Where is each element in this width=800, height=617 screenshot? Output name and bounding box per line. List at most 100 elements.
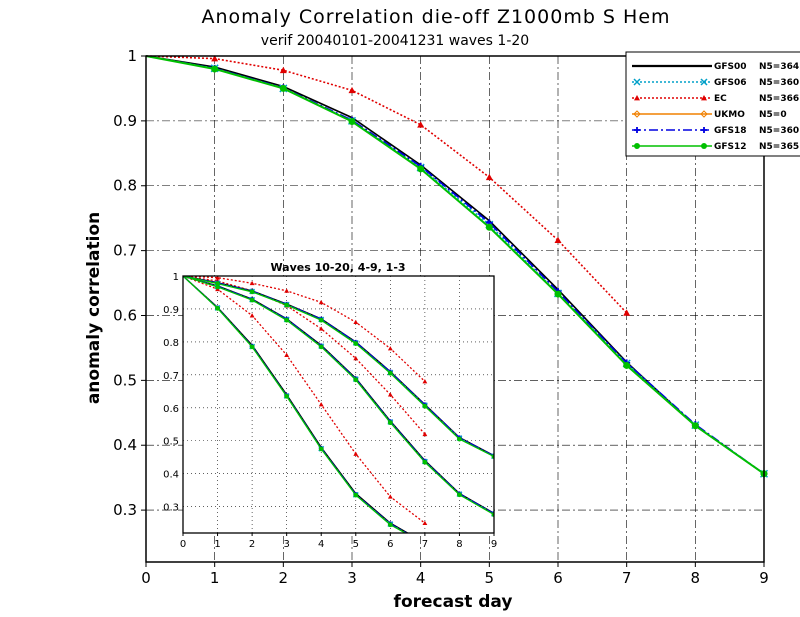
inset-y-tick-label: 0.5 [163,437,179,448]
series-ec [145,55,631,316]
inset-data-point [284,317,290,323]
inset-data-point [387,522,393,528]
legend-marker [701,143,707,149]
x-tick-label: 3 [347,569,357,587]
y-axis-label: anomaly correlation [84,212,104,404]
inset-x-tick-label: 9 [491,539,497,550]
y-tick-label: 0.6 [113,306,137,324]
inset-data-point [284,302,290,308]
chart-title: Anomaly Correlation die-off Z1000mb S He… [201,6,670,28]
data-point-ec [485,173,493,181]
main-plot-frame [145,55,765,563]
inset-data-point [318,299,324,305]
inset-series-gfs12 [183,276,494,517]
inset-data-point [422,459,428,465]
x-tick-label: 0 [141,569,151,587]
main-series-group [145,55,769,478]
chart-subtitle: verif 20040101-20041231 waves 1-20 [261,33,529,49]
inset-data-point [422,379,428,384]
inset-series-gfs12 [183,276,494,459]
y-tick-label: 0.5 [113,371,137,389]
inset-data-point [387,494,393,499]
inset-data-point [387,420,393,426]
inset-data-point [387,346,393,351]
inset-y-tick-label: 0.4 [163,470,179,481]
data-point-gfs12 [623,361,631,369]
y-tick-label: 1 [127,47,137,65]
x-tick-label: 7 [622,569,632,587]
legend-sample-size: N5=366 [759,94,799,104]
x-tick-label: 9 [759,569,769,587]
inset-data-point [353,341,359,346]
data-point-gfs12 [691,422,699,430]
data-point-gfs12 [211,65,219,73]
inset-data-point [457,492,462,498]
inset-data-point [249,344,255,350]
data-point-ec [417,121,425,128]
series-line [145,55,765,475]
inset-y-tick-label: 0.7 [163,371,179,382]
data-point-gfs12 [348,118,356,126]
inset-data-point [318,344,324,350]
inset-data-point [284,352,290,357]
legend-series-name: UKMO [714,110,745,120]
inset-data-point [318,326,324,331]
inset-x-ticks: 0 1 2 3 4 5 6 7 8 9 [180,533,497,550]
inset-y-tick-label: 0.9 [163,305,179,316]
inset-series-ec [183,276,428,384]
inset-x-tick-label: 0 [180,539,186,550]
series-line [145,55,628,314]
inset-series-ec [183,276,428,437]
legend-marker [701,95,707,101]
legend-sample-size: N5=365 [759,142,799,152]
inset-series-group [183,276,494,533]
inset-data-point [422,520,428,526]
inset-data-point [353,492,359,498]
main-x-ticks: 0 1 2 3 4 5 6 7 8 9 [141,562,769,587]
inset-data-point [387,370,393,376]
x-tick-label: 6 [553,569,563,587]
series-gfs12 [145,55,768,478]
inset-series-line [183,276,407,533]
inset-frame [182,275,495,534]
inset-data-point [318,446,324,452]
inset-data-point [249,297,255,303]
legend-entry: GFS18 N5=360 [632,126,799,136]
inset-series-line [183,276,494,516]
inset-data-point [249,280,255,286]
inset-y-tick-label: 0.3 [163,503,179,514]
legend-series-name: GFS18 [714,126,747,136]
legend-series-name: EC [714,94,727,104]
legend-series-name: GFS06 [714,78,747,88]
inset-series-line [183,276,494,458]
inset-data-point [249,313,255,318]
data-point-gfs12 [417,165,425,173]
data-point-ec [348,86,356,94]
inset-data-point [353,355,359,361]
inset-y-tick-label: 0.8 [163,338,179,349]
inset-x-tick-label: 3 [283,539,289,550]
inset-x-tick-label: 6 [387,539,393,550]
inset-data-point [215,276,220,280]
inset-series-line [183,276,426,382]
x-tick-label: 2 [279,569,289,587]
inset-x-tick-label: 1 [214,539,220,550]
inset-x-tick-label: 8 [456,539,462,550]
inset-y-tick-label: 1 [173,272,179,283]
inset-series-line [183,276,426,524]
y-tick-label: 0.8 [113,177,137,195]
inset-data-point [387,392,393,397]
legend-sample-size: N5=364 [759,62,799,72]
inset-data-point [284,288,290,293]
inset-data-point [353,319,359,325]
inset-data-point [215,284,220,290]
legend-series-name: GFS00 [714,62,747,72]
legend-marker [701,127,707,133]
legend-marker [700,110,708,118]
legend-marker [633,78,641,86]
x-tick-label: 5 [485,569,495,587]
data-point-gfs12 [485,223,493,231]
data-point-gfs12 [554,290,562,298]
legend-series-name: GFS12 [714,142,747,152]
